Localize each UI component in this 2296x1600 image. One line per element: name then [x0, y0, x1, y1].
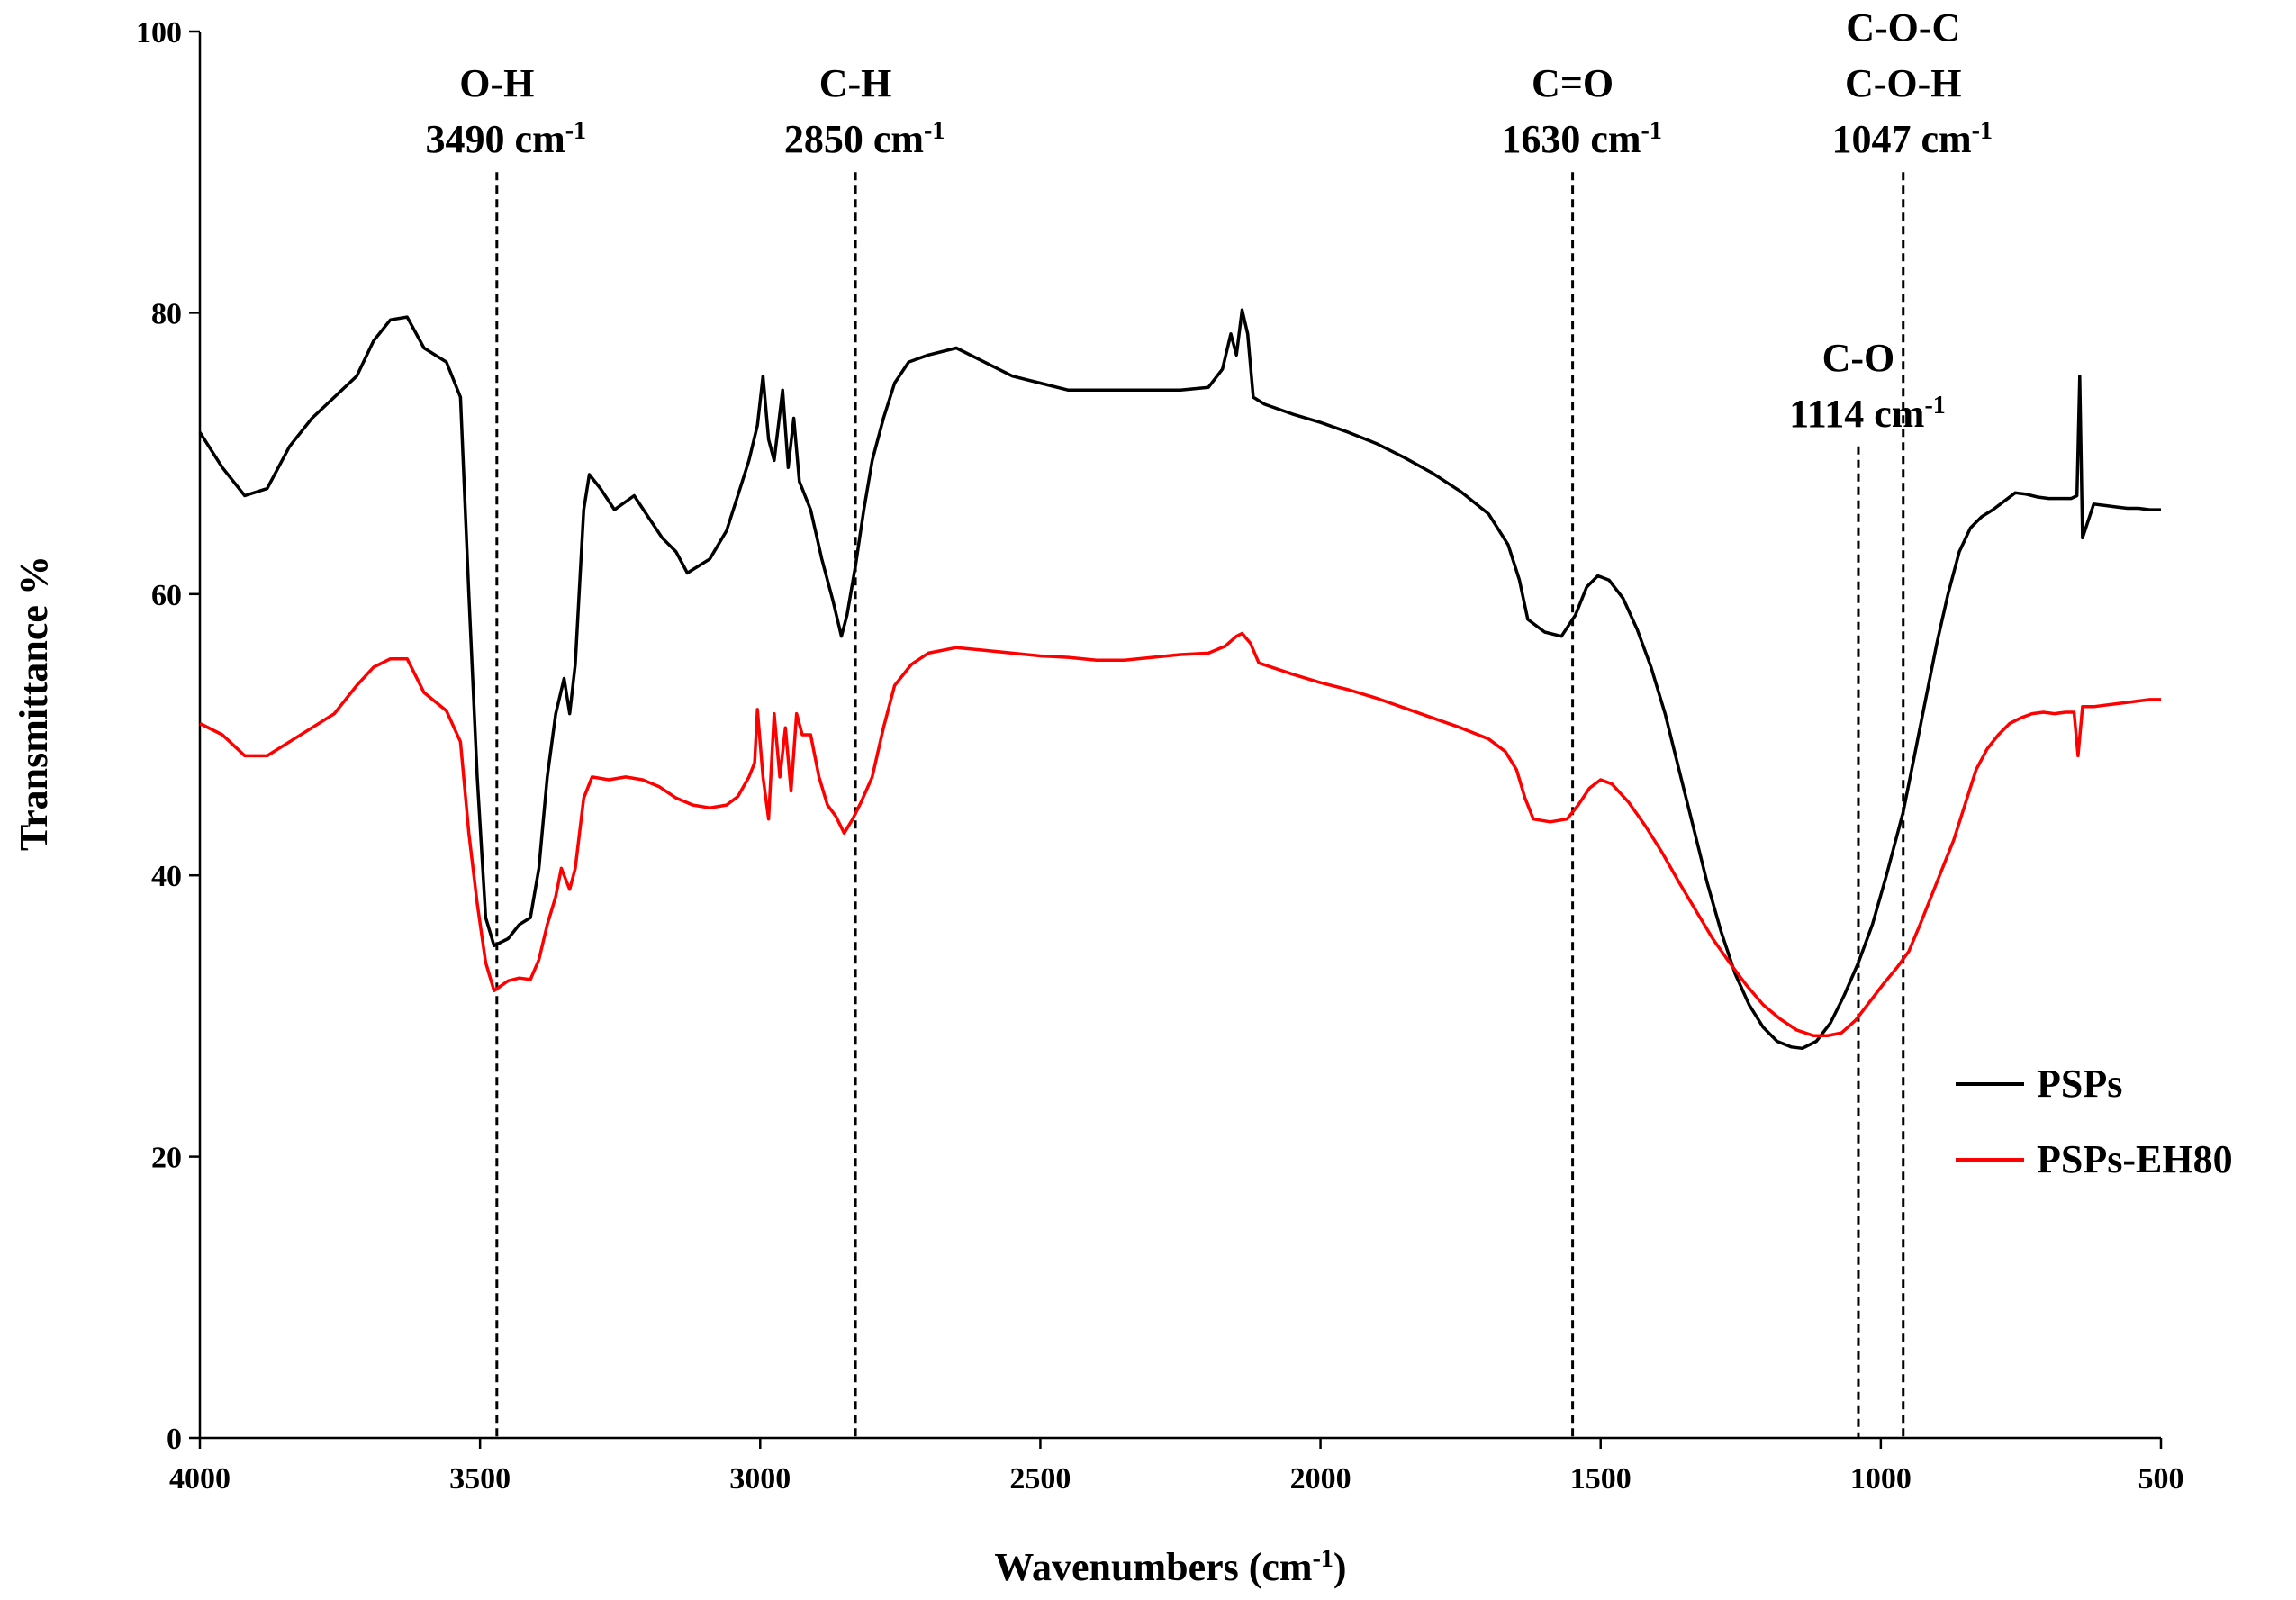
- x-tick-label: 2500: [1009, 1462, 1071, 1496]
- series-line-psps: [198, 308, 2161, 1051]
- legend-label-psps: PSPs: [2037, 1062, 2122, 1106]
- x-axis-title-sup: -1: [1313, 1545, 1333, 1573]
- x-axis-title-main: Wavenumbers (cm: [994, 1545, 1312, 1589]
- marker-lines: [495, 172, 1905, 1438]
- x-tick-label: 1500: [1570, 1462, 1632, 1496]
- annotation-label: O-H: [459, 61, 534, 105]
- x-tick-label: 3000: [729, 1462, 791, 1496]
- y-tick-label: 40: [151, 860, 182, 893]
- y-tick-label: 20: [151, 1142, 182, 1175]
- y-axis-title: Transmittance %: [12, 556, 56, 851]
- annotation-value: 1630 cm-1: [1501, 117, 1662, 162]
- annotation-value: 3490 cm-1: [426, 117, 587, 162]
- x-axis-title-end: ): [1333, 1545, 1347, 1589]
- legend-label-psps-eh80: PSPs-EH80: [2037, 1137, 2233, 1181]
- annotation-label2: C-O-H: [1845, 61, 1962, 105]
- x-tick-label: 4000: [169, 1462, 231, 1496]
- legend: PSPs PSPs-EH80: [1956, 1062, 2233, 1181]
- annotation-value: 1047 cm-1: [1831, 117, 1993, 162]
- annotation-value: 2850 cm-1: [784, 117, 945, 162]
- x-tick-label: 2000: [1290, 1462, 1351, 1496]
- annotation-label: C-H: [819, 61, 892, 105]
- x-tick-label: 500: [2138, 1462, 2184, 1496]
- x-ticks: 4000 3500 3000 2500 2000 1500 1000 500: [169, 1438, 2184, 1496]
- annotation-label: C=O: [1532, 61, 1614, 105]
- annotation-value: 1114 cm-1: [1789, 391, 1946, 436]
- y-tick-label: 0: [167, 1423, 182, 1456]
- annotation-label: C-O-C: [1846, 5, 1960, 50]
- y-tick-label: 100: [136, 16, 182, 50]
- series-line-psps-eh80: [199, 631, 2161, 1038]
- annotations: 3490 cm-1 O-H 2850 cm-1 C-H 1630 cm-1 C=O 1114…: [426, 5, 1993, 436]
- x-tick-label: 3500: [449, 1462, 511, 1496]
- x-tick-label: 1000: [1850, 1462, 1912, 1496]
- axes: [198, 32, 2161, 1440]
- x-axis-title: Wavenumbers (cm-1): [994, 1545, 1346, 1590]
- series-group: [198, 308, 2161, 1051]
- y-tick-label: 60: [151, 579, 182, 612]
- y-ticks: 0 20 40 60 80 100: [136, 16, 200, 1456]
- annotation-label: C-O: [1822, 336, 1895, 380]
- y-tick-label: 80: [151, 297, 182, 330]
